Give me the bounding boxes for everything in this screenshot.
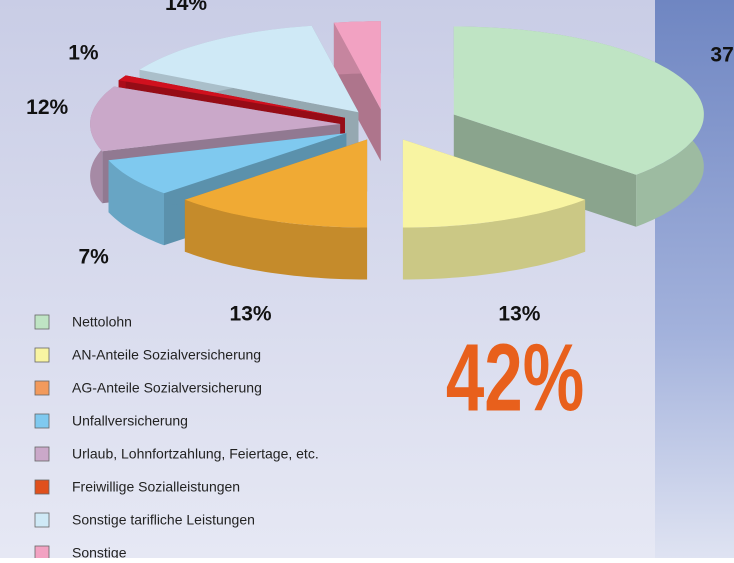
value-label: 12% [26, 96, 68, 119]
legend-swatch [34, 413, 50, 429]
slice [402, 139, 586, 228]
legend-swatch [34, 446, 50, 462]
value-label: 13% [498, 302, 540, 325]
annotation: 42% [446, 323, 584, 431]
legend-label: AN-Anteile Sozialversicherung [72, 347, 261, 363]
value-label: 13% [230, 302, 272, 325]
slice [333, 21, 381, 110]
slice [90, 86, 341, 152]
legend-swatch [34, 512, 50, 528]
legend-label: Sonstige [72, 545, 127, 558]
value-label: 14% [165, 0, 207, 15]
slice-side [184, 199, 368, 280]
slice [453, 26, 704, 175]
legend-swatch [34, 545, 50, 561]
value-label: 37% [710, 44, 734, 67]
legend-label: Nettolohn [72, 314, 132, 330]
slice-wall [108, 133, 347, 213]
legend-label: AG-Anteile Sozialversicherung [72, 380, 262, 396]
legend-label: Unfallversicherung [72, 413, 188, 429]
legend-label: Sonstige tarifliche Leistungen [72, 512, 255, 528]
slice [118, 75, 345, 118]
legend-swatch [34, 314, 50, 330]
slice [184, 139, 368, 228]
slice-side [402, 199, 586, 280]
legend-swatch [34, 347, 50, 363]
legend-label: Urlaub, Lohnfortzahlung, Feiertage, etc. [72, 446, 319, 462]
legend: Nettolohn AN-Anteile Sozialversicherung AG… [34, 314, 319, 561]
legend-label: Freiwillige Sozialleistungen [72, 479, 240, 495]
value-label: 7% [78, 246, 109, 269]
slice-side [108, 160, 164, 246]
slice [139, 25, 359, 113]
slice-wall [453, 114, 637, 227]
legend-swatch [34, 380, 50, 396]
slice [108, 133, 347, 194]
legend-swatch [34, 479, 50, 495]
pie: 37%13%13%7%12%1%14%3% [26, 0, 734, 325]
value-label: 1% [68, 41, 99, 64]
